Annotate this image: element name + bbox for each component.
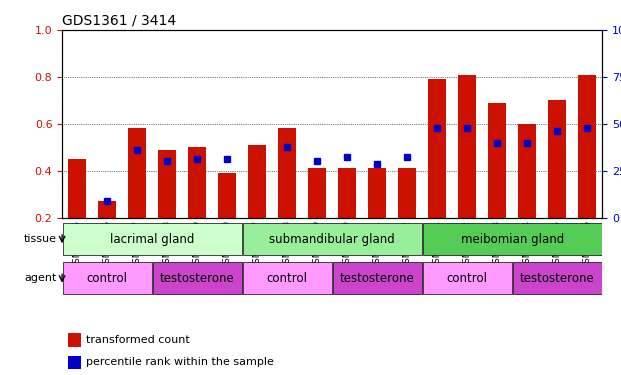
Bar: [68, 356, 81, 369]
Bar: [308, 168, 326, 217]
Bar: [68, 159, 86, 218]
FancyBboxPatch shape: [153, 262, 242, 294]
Text: testosterone: testosterone: [340, 272, 415, 285]
FancyBboxPatch shape: [333, 262, 422, 294]
Bar: [488, 103, 506, 218]
FancyBboxPatch shape: [513, 262, 602, 294]
Bar: [428, 79, 446, 218]
Text: submandibular gland: submandibular gland: [270, 232, 395, 246]
Bar: [248, 145, 266, 218]
FancyBboxPatch shape: [243, 223, 422, 255]
Bar: [68, 333, 81, 346]
Bar: [278, 128, 296, 217]
Bar: [458, 75, 476, 217]
Text: control: control: [86, 272, 128, 285]
Bar: [338, 168, 356, 217]
FancyBboxPatch shape: [423, 223, 602, 255]
Text: percentile rank within the sample: percentile rank within the sample: [86, 357, 274, 367]
Bar: [128, 128, 146, 217]
Text: agent: agent: [24, 273, 57, 284]
Bar: [218, 173, 236, 217]
Text: testosterone: testosterone: [160, 272, 235, 285]
Bar: [548, 100, 566, 218]
Bar: [578, 75, 596, 217]
Text: transformed count: transformed count: [86, 335, 190, 345]
Text: control: control: [446, 272, 488, 285]
Bar: [158, 150, 176, 217]
FancyBboxPatch shape: [243, 262, 332, 294]
Text: testosterone: testosterone: [520, 272, 595, 285]
FancyBboxPatch shape: [63, 262, 152, 294]
Bar: [98, 201, 116, 217]
Bar: [368, 168, 386, 217]
Text: control: control: [266, 272, 308, 285]
Bar: [519, 124, 537, 218]
Text: GDS1361 / 3414: GDS1361 / 3414: [62, 13, 176, 27]
Bar: [398, 168, 416, 217]
Text: lacrimal gland: lacrimal gland: [110, 232, 194, 246]
Text: tissue: tissue: [24, 234, 57, 244]
FancyBboxPatch shape: [423, 262, 512, 294]
FancyBboxPatch shape: [63, 223, 242, 255]
Bar: [188, 147, 206, 218]
Text: meibomian gland: meibomian gland: [461, 232, 564, 246]
